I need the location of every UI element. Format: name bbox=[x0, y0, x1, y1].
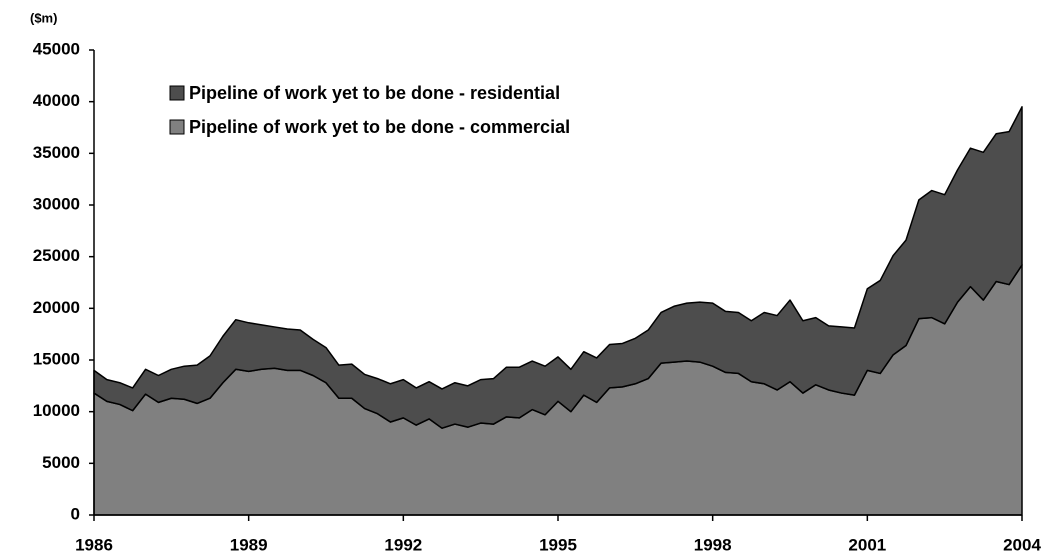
y-tick-label: 10000 bbox=[33, 401, 80, 420]
legend-label: Pipeline of work yet to be done - commer… bbox=[189, 117, 570, 137]
legend-swatch bbox=[169, 119, 185, 135]
legend-label: Pipeline of work yet to be done - reside… bbox=[189, 83, 560, 103]
y-tick-label: 0 bbox=[71, 504, 80, 523]
y-tick-label: 20000 bbox=[33, 298, 80, 317]
y-tick-label: 45000 bbox=[33, 39, 80, 58]
x-tick-label: 1998 bbox=[694, 535, 732, 554]
area bbox=[93, 106, 1023, 429]
y-tick-label: 35000 bbox=[33, 143, 80, 162]
x-tick-label: 1992 bbox=[384, 535, 422, 554]
x-tick-label: 2001 bbox=[848, 535, 886, 554]
x-tick-label: 2004 bbox=[1003, 535, 1041, 554]
x-tick-label: 1995 bbox=[539, 535, 577, 554]
x-tick-label: 1986 bbox=[75, 535, 113, 554]
y-tick-label: 30000 bbox=[33, 194, 80, 213]
y-tick-label: 5000 bbox=[42, 453, 80, 472]
x-tick-label: 1989 bbox=[230, 535, 268, 554]
y-tick-label: 25000 bbox=[33, 246, 80, 265]
y-tick-label: 15000 bbox=[33, 349, 80, 368]
y-unit-label: ($m) bbox=[30, 10, 57, 25]
legend-swatch bbox=[169, 85, 185, 101]
y-tick-label: 40000 bbox=[33, 91, 80, 110]
